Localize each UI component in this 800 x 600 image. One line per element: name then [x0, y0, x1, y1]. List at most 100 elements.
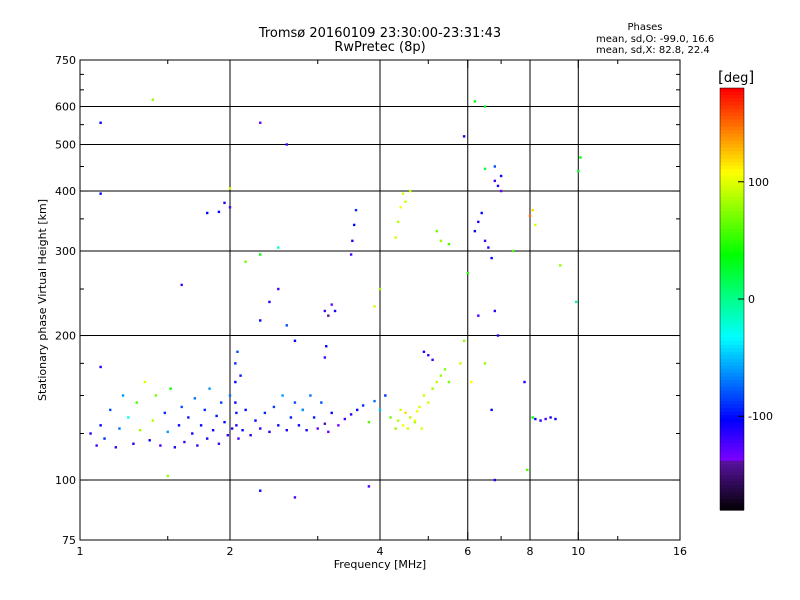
data-point: [554, 417, 557, 421]
colorbar-segment: [720, 288, 744, 293]
data-point: [223, 420, 226, 424]
y-tick-label: 500: [55, 139, 76, 152]
data-point: [320, 401, 323, 404]
data-point: [217, 442, 221, 445]
colorbar-unit-label: [deg]: [718, 68, 755, 86]
data-point: [483, 167, 487, 171]
colorbar-segment: [720, 460, 744, 465]
data-point: [323, 309, 327, 313]
colorbar-segment: [720, 474, 744, 479]
colorbar-segment: [720, 281, 744, 286]
colorbar-segment: [720, 425, 744, 430]
colorbar-unit: deg: [723, 71, 749, 86]
colorbar-segment: [720, 179, 744, 184]
data-point: [330, 303, 333, 306]
colorbar-segment: [720, 450, 744, 455]
colorbar-segment: [720, 379, 744, 384]
data-point: [496, 334, 500, 337]
data-point: [447, 380, 451, 384]
colorbar-segment: [720, 323, 744, 328]
data-point: [399, 408, 402, 412]
colorbar-segment: [720, 481, 744, 486]
data-point: [378, 287, 382, 291]
data-point: [151, 98, 155, 101]
colorbar-segment: [720, 376, 744, 381]
colorbar-segment: [720, 309, 744, 314]
y-tick-label: 100: [55, 474, 76, 487]
data-point: [259, 121, 262, 124]
data-point: [323, 422, 327, 425]
data-point: [99, 424, 102, 427]
colorbar-segment: [720, 369, 744, 374]
data-point: [259, 253, 262, 256]
data-point: [462, 339, 466, 343]
data-point: [121, 394, 125, 397]
data-point: [309, 394, 312, 397]
data-point: [539, 419, 542, 422]
colorbar-segment: [720, 270, 744, 275]
data-point: [237, 437, 240, 440]
data-point: [466, 271, 469, 275]
data-point: [99, 192, 102, 195]
data-point: [235, 424, 238, 427]
x-tick-label: 16: [673, 545, 687, 558]
data-point: [239, 374, 242, 377]
data-point: [166, 430, 169, 434]
data-point: [132, 442, 135, 445]
colorbar-segment: [720, 464, 744, 469]
data-point: [396, 220, 400, 224]
data-point: [159, 444, 162, 447]
data-point: [268, 300, 271, 304]
data-point: [234, 401, 237, 404]
colorbar-segment: [720, 137, 744, 142]
colorbar-segment: [720, 453, 744, 458]
colorbar-segment: [720, 130, 744, 135]
data-point: [373, 399, 376, 403]
colorbar-segment: [720, 284, 744, 290]
colorbar-segment: [720, 228, 744, 233]
data-point: [285, 429, 288, 432]
colorbar-segment: [720, 267, 744, 272]
data-point: [226, 433, 230, 437]
data-point: [490, 256, 493, 260]
colorbar-segment: [720, 158, 744, 163]
colorbar-segment: [720, 404, 744, 409]
data-point: [305, 429, 308, 432]
data-point: [443, 368, 447, 371]
colorbar-segment: [720, 443, 744, 448]
colorbar-segment: [720, 232, 744, 237]
colorbar-tick-label: 0: [748, 293, 755, 306]
y-tick-label: 200: [55, 330, 76, 343]
colorbar-segment: [720, 478, 744, 483]
y-tick-label: 600: [55, 101, 76, 114]
data-point: [337, 424, 340, 427]
data-point: [389, 416, 392, 419]
x-tick-label: 1: [77, 545, 84, 558]
data-point: [272, 405, 276, 409]
data-point: [349, 253, 353, 256]
plot-area: [80, 60, 680, 540]
colorbar-segment: [720, 119, 744, 124]
colorbar-tick-label: 100: [748, 176, 769, 189]
data-point: [415, 410, 419, 413]
data-point: [483, 239, 487, 243]
data-point: [203, 408, 206, 412]
data-point: [138, 429, 142, 432]
colorbar-segment: [720, 211, 744, 216]
x-tick-label: 8: [527, 545, 534, 558]
colorbar-segment: [720, 235, 744, 240]
colorbar-segment: [720, 492, 744, 497]
data-point: [462, 135, 466, 138]
colorbar-segment: [720, 306, 744, 311]
data-point: [396, 419, 400, 422]
data-point: [435, 380, 438, 384]
colorbar-segment: [720, 313, 744, 318]
data-point: [259, 489, 262, 492]
colorbar-segment: [720, 242, 744, 247]
data-point: [534, 417, 537, 421]
data-point: [418, 405, 421, 409]
data-point: [263, 411, 267, 415]
data-point: [196, 444, 199, 447]
colorbar-segment: [720, 168, 744, 173]
data-point: [439, 239, 443, 243]
